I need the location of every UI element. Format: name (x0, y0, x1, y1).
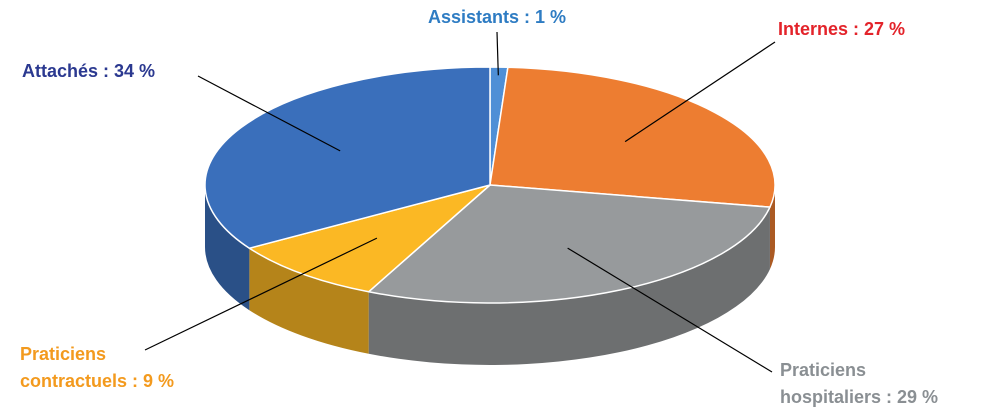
data-label: Praticiens hospitaliers : 29 % (780, 360, 938, 407)
pie-slice (248, 184, 491, 293)
pie-slice (204, 66, 491, 249)
data-label: Attachés : 34 % (22, 61, 155, 81)
data-label-line: Assistants : 1 % (428, 7, 566, 27)
data-label: Praticiens contractuels : 9 % (20, 344, 174, 391)
pie-slice (367, 184, 771, 304)
pie-side (205, 185, 250, 311)
leader-line (496, 31, 499, 76)
data-label-line: contractuels : 9 % (20, 371, 174, 391)
pie-side (249, 248, 369, 354)
data-label-line: Praticiens (20, 344, 106, 364)
leader-line (567, 247, 773, 373)
data-label: Internes : 27 % (778, 19, 905, 39)
pie-side (368, 207, 770, 365)
data-label-line: Praticiens (780, 360, 866, 380)
leader-line (624, 41, 776, 143)
data-label: Assistants : 1 % (428, 7, 566, 27)
leader-line (197, 75, 341, 152)
leader-line (144, 237, 378, 351)
data-label-line: Attachés : 34 % (22, 61, 155, 81)
data-label-line: hospitaliers : 29 % (780, 387, 938, 407)
data-label-line: Internes : 27 % (778, 19, 905, 39)
